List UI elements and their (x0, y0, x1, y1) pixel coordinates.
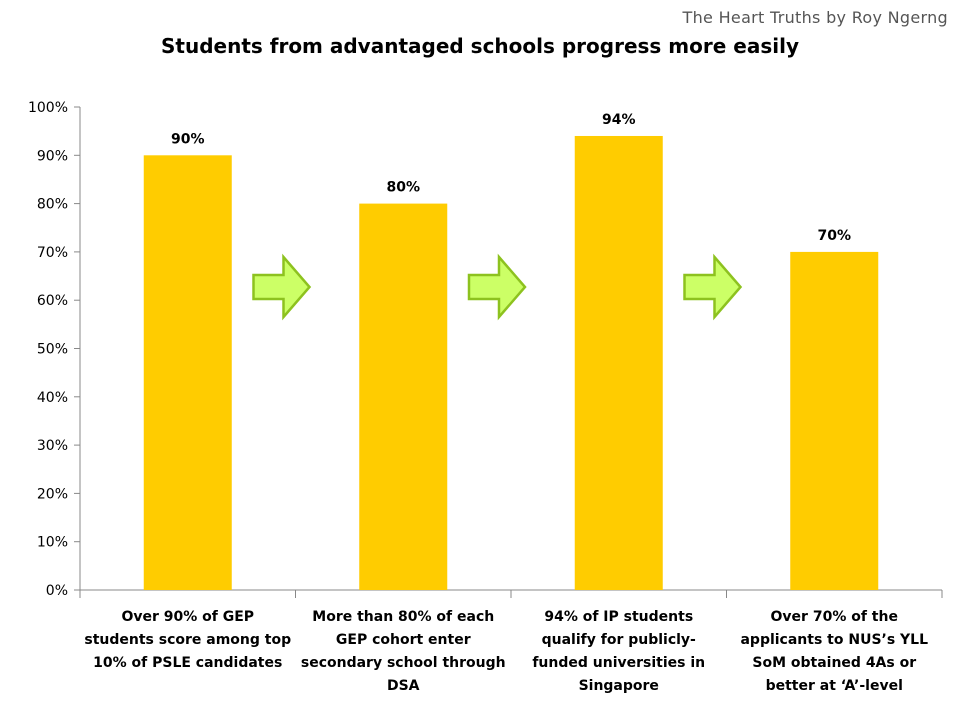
x-tick-label: 94% of IP students qualify for publicly-f… (511, 606, 727, 698)
bar (359, 203, 448, 590)
y-tick-label: 40% (37, 390, 68, 406)
x-tick-label-line: 10% of PSLE candidates (93, 655, 283, 671)
y-tick-label: 100% (28, 100, 68, 116)
data-label: 70% (817, 228, 851, 244)
right-arrow-icon (467, 253, 527, 321)
bar (143, 155, 232, 591)
bar (574, 135, 663, 591)
x-tick-label-line: Singapore (578, 678, 659, 694)
x-tick-label: More than 80% of each GEP cohort enter sec… (296, 606, 512, 698)
y-tick-label: 70% (37, 245, 68, 261)
watermark: The Heart Truths by Roy Ngerng (682, 8, 948, 27)
right-arrow-icon (252, 253, 312, 321)
x-tick-label-line: students score among top (84, 632, 292, 648)
x-tick-label-line: Over 70% of the (770, 609, 898, 625)
y-tick-label: 80% (37, 197, 68, 213)
data-label: 90% (171, 131, 205, 147)
data-label: 94% (602, 112, 636, 128)
x-tick-label: Over 90% of GEP students score among top 1… (80, 606, 296, 675)
x-tick-label-line: secondary school through (300, 655, 506, 671)
x-tick-label-line: GEP cohort enter (335, 632, 471, 648)
right-arrow-icon (683, 253, 743, 321)
x-tick-label-line: 94% of IP students (544, 609, 694, 625)
y-tick-label: 50% (37, 342, 68, 358)
x-tick-label-line: DSA (386, 678, 420, 694)
y-tick-label: 60% (37, 293, 68, 309)
x-tick-label-line: More than 80% of each (312, 609, 495, 625)
x-tick-label-line: SoM obtained 4As or (752, 655, 917, 671)
data-label: 80% (386, 180, 420, 196)
y-tick-label: 20% (37, 486, 68, 502)
y-tick-label: 30% (37, 438, 68, 454)
x-tick-label-line: applicants to NUS’s YLL (740, 632, 929, 648)
y-tick-label: 0% (46, 583, 68, 599)
x-tick-label: Over 70% of the applicants to NUS’s YLL So… (727, 606, 943, 698)
y-tick-label: 90% (37, 148, 68, 164)
bar (790, 251, 879, 590)
chart-title: Students from advantaged schools progres… (161, 34, 799, 58)
x-tick-label-line: Over 90% of GEP (121, 609, 255, 625)
x-tick-label-line: better at ‘A’-level (765, 678, 903, 694)
x-tick-label-line: qualify for publicly- (541, 632, 696, 648)
x-tick-label-line: funded universities in (532, 655, 706, 671)
y-tick-label: 10% (37, 535, 68, 551)
